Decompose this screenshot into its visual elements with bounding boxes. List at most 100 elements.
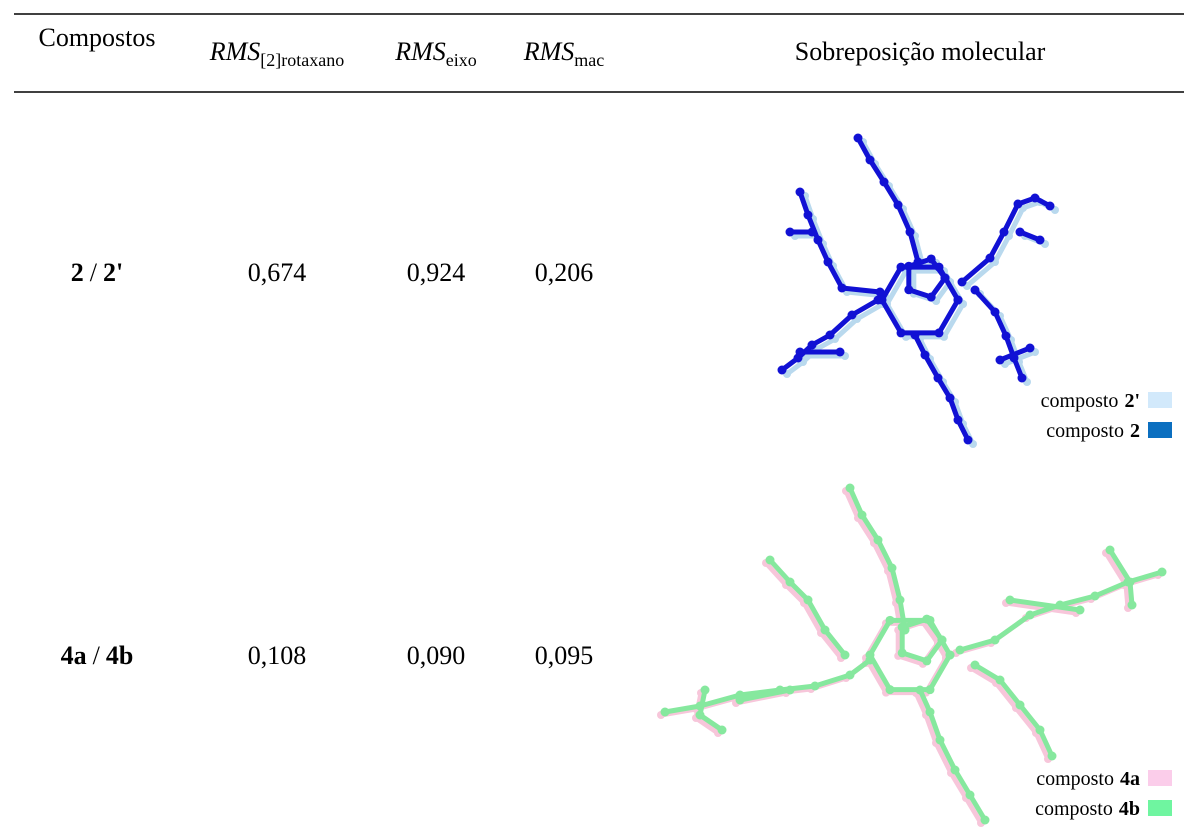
atom [927, 293, 936, 302]
legend-swatch [1148, 422, 1172, 438]
bond [915, 335, 968, 440]
atom [796, 348, 805, 357]
atom [926, 685, 935, 694]
header-sub: [2]rotaxano [260, 50, 344, 70]
legend-label: composto [1036, 768, 1114, 790]
rms-cell: 0,108 [248, 641, 307, 670]
atom [854, 134, 863, 143]
atom [786, 686, 795, 695]
atom [935, 328, 944, 337]
compound: 4b [106, 641, 133, 670]
legend-entry: composto 4a [1036, 768, 1140, 790]
atom [1126, 578, 1135, 587]
atom [1106, 546, 1115, 555]
header-cell: Compostos [38, 23, 155, 52]
atom [897, 263, 906, 272]
atom [880, 178, 889, 187]
atom [826, 331, 835, 340]
compound-cell: 2/2' [71, 258, 123, 287]
atom [808, 228, 817, 237]
atom [696, 711, 705, 720]
atom [846, 484, 855, 493]
atom [718, 726, 727, 735]
header-main: RMS [394, 37, 446, 66]
atom [661, 708, 670, 717]
header-cell: RMS[2]rotaxano [209, 37, 345, 70]
atom [898, 648, 907, 657]
atom [1036, 236, 1045, 245]
rms-cell: 0,206 [535, 258, 594, 287]
atom [894, 201, 903, 210]
atom [996, 356, 1005, 365]
atom [846, 671, 855, 680]
atom [1026, 344, 1035, 353]
separator: / [93, 641, 101, 670]
atom [1046, 202, 1055, 211]
atom [1026, 611, 1035, 620]
legend-label: composto [1041, 390, 1119, 412]
compound-cell: 4a/4b [61, 641, 134, 670]
bond [975, 290, 1022, 378]
atom [1128, 601, 1137, 610]
bond [805, 196, 885, 296]
atom [926, 708, 935, 717]
atom [904, 262, 913, 271]
bond [665, 660, 870, 712]
atom [921, 351, 930, 360]
atom [906, 228, 915, 237]
atom [964, 436, 973, 445]
bond [766, 563, 841, 658]
atom [824, 258, 833, 267]
header-sub: mac [574, 50, 604, 70]
atom [1016, 701, 1025, 710]
atom [938, 636, 947, 645]
atom [1002, 332, 1011, 341]
atom [946, 651, 955, 660]
atom [904, 285, 913, 294]
table: Compostos RMS[2]rotaxano RMSeixo RMSmac … [0, 0, 1198, 834]
legend-id: 4a [1120, 768, 1140, 790]
atom [786, 228, 795, 237]
atom [971, 286, 980, 295]
atom [1006, 596, 1015, 605]
atom [1016, 228, 1025, 237]
atom [1018, 374, 1027, 383]
atom [804, 596, 813, 605]
atom [941, 274, 950, 283]
bond [846, 491, 901, 633]
header-cell: Sobreposição molecular [795, 37, 1046, 66]
atom [886, 616, 895, 625]
rms-cell: 0,095 [535, 641, 594, 670]
atom [808, 341, 817, 350]
atom [766, 556, 775, 565]
atom [956, 646, 965, 655]
atom [1091, 592, 1100, 601]
atom [996, 676, 1005, 685]
page: Compostos RMS[2]rotaxano RMSeixo RMSmac … [0, 0, 1198, 834]
atom [954, 296, 963, 305]
legend-entry: composto2 [1046, 420, 1140, 442]
atom [821, 626, 830, 635]
separator: / [90, 258, 98, 287]
header-sub: eixo [446, 50, 477, 70]
atom [866, 651, 875, 660]
atom [897, 328, 906, 337]
atom [866, 156, 875, 165]
header-main: RMS [209, 37, 261, 66]
atom [874, 536, 883, 545]
header-main: RMS [523, 37, 575, 66]
atom [878, 296, 887, 305]
legend-entry: composto2' [1041, 390, 1140, 412]
atom [922, 656, 931, 665]
atom [886, 685, 895, 694]
atom [966, 791, 975, 800]
atom [1000, 228, 1009, 237]
atom [946, 394, 955, 403]
rms-cell: 0,090 [407, 641, 466, 670]
atom [848, 311, 857, 320]
atom [1158, 568, 1167, 577]
atom [934, 374, 943, 383]
bond [971, 668, 1048, 759]
atom [841, 651, 850, 660]
rms-cell: 0,674 [248, 258, 307, 287]
